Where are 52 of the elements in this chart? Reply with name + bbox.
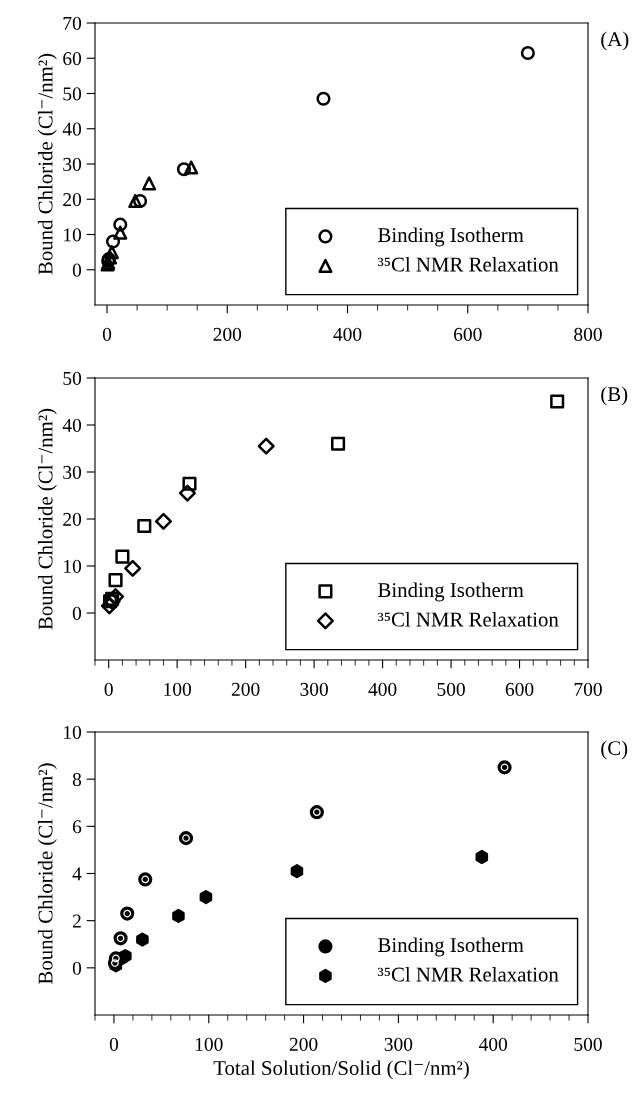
x-tick-label: 400 bbox=[333, 327, 362, 341]
y-axis-title: Bound Chloride (Cl⁻/nm²) bbox=[37, 763, 57, 984]
text: (B) bbox=[601, 386, 628, 406]
legend-label: ³⁵Cl NMR Relaxation bbox=[377, 256, 559, 272]
y-tick-label: 0 bbox=[72, 606, 82, 620]
x-tick-label: 0 bbox=[109, 1037, 119, 1051]
y-axis-title: Bound Chloride (Cl⁻/nm²) bbox=[37, 53, 57, 275]
y-tick-label: 50 bbox=[63, 371, 82, 385]
y-tick-label: 10 bbox=[64, 559, 82, 573]
y-tick-label: 10 bbox=[64, 228, 82, 242]
x-tick-label: 200 bbox=[213, 327, 242, 341]
text: (A) bbox=[601, 31, 629, 51]
y-tick-label: 2 bbox=[72, 914, 81, 928]
y-tick-label: 6 bbox=[72, 820, 82, 834]
legend-label: Binding Isotherm bbox=[378, 227, 524, 247]
x-tick-label: 600 bbox=[454, 327, 482, 341]
x-tick-label: 0 bbox=[102, 327, 112, 341]
x-tick-label: 500 bbox=[574, 1037, 602, 1051]
x-tick-label: 300 bbox=[384, 1037, 413, 1051]
y-tick-label: 20 bbox=[63, 512, 82, 526]
y-tick-label: 40 bbox=[62, 418, 82, 432]
x-tick-label: 600 bbox=[505, 682, 534, 696]
y-tick-label: 0 bbox=[72, 263, 82, 277]
legend-label: Binding Isotherm bbox=[378, 582, 524, 602]
y-tick-label: 10 bbox=[64, 725, 82, 739]
y-axis-title: Bound Chloride (Cl⁻/nm²) bbox=[37, 408, 57, 630]
y-tick-label: 4 bbox=[72, 867, 82, 881]
x-tick-label: 300 bbox=[300, 682, 328, 696]
x-axis-title: Total Solution/Solid (Cl⁻/nm²) bbox=[213, 1060, 469, 1080]
x-tick-label: 200 bbox=[231, 682, 260, 696]
x-tick-label: 400 bbox=[368, 682, 397, 696]
y-tick-label: 8 bbox=[72, 772, 82, 787]
y-tick-label: 50 bbox=[63, 87, 82, 101]
x-tick-label: 100 bbox=[195, 1037, 223, 1051]
y-tick-label: 30 bbox=[63, 465, 82, 479]
legend-label: ³⁵Cl NMR Relaxation bbox=[377, 611, 559, 627]
x-tick-label: 700 bbox=[574, 682, 602, 696]
y-tick-label: 40 bbox=[62, 122, 82, 136]
legend-label: Binding Isotherm bbox=[378, 937, 524, 957]
x-tick-label: 200 bbox=[289, 1037, 318, 1051]
x-tick-label: 0 bbox=[104, 682, 113, 696]
x-tick-label: 100 bbox=[164, 682, 192, 696]
y-tick-label: 0 bbox=[72, 961, 82, 975]
x-tick-label: 800 bbox=[574, 327, 602, 341]
y-tick-label: 30 bbox=[63, 157, 82, 171]
y-tick-label: 20 bbox=[63, 193, 82, 207]
x-tick-label: 400 bbox=[478, 1037, 508, 1051]
y-tick-label: 60 bbox=[63, 52, 82, 66]
y-tick-label: 70 bbox=[63, 16, 82, 30]
legend-label: ³⁵Cl NMR Relaxation bbox=[377, 966, 559, 982]
x-tick-label: 500 bbox=[437, 682, 465, 696]
text: (C) bbox=[601, 740, 628, 760]
